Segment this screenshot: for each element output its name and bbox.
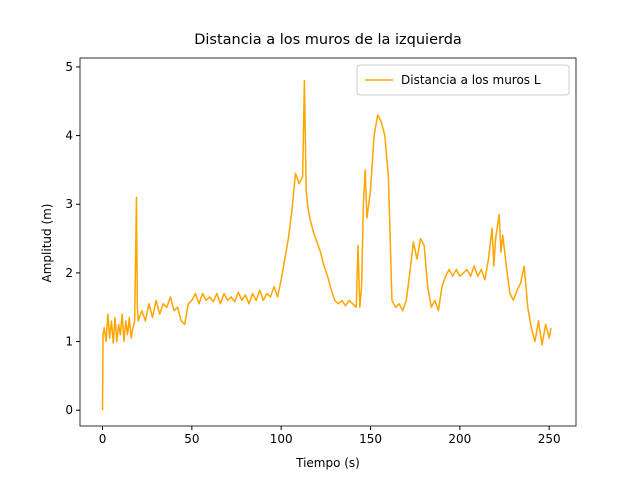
y-tick-label: 3: [65, 197, 73, 211]
y-axis-label: Amplitud (m): [40, 204, 54, 283]
x-tick-label: 100: [270, 432, 293, 446]
y-tick-label: 2: [65, 266, 73, 280]
y-tick-label: 5: [65, 60, 73, 74]
chart-title: Distancia a los muros de la izquierda: [194, 32, 462, 48]
y-tick-label: 1: [65, 335, 73, 349]
y-tick-label: 4: [65, 129, 73, 143]
x-tick-label: 250: [538, 432, 561, 446]
legend-box: [356, 64, 570, 96]
y-tick-label: 0: [65, 403, 73, 417]
x-axis-label: Tiempo (s): [295, 456, 360, 470]
data-line: [101, 79, 552, 411]
x-tick-label: 150: [359, 432, 382, 446]
x-tick-label: 200: [448, 432, 471, 446]
legend-label: Distancia a los muros L: [401, 73, 541, 87]
x-tick-label: 50: [184, 432, 199, 446]
x-tick-label: 0: [99, 432, 107, 446]
plot-frame: [79, 57, 577, 427]
